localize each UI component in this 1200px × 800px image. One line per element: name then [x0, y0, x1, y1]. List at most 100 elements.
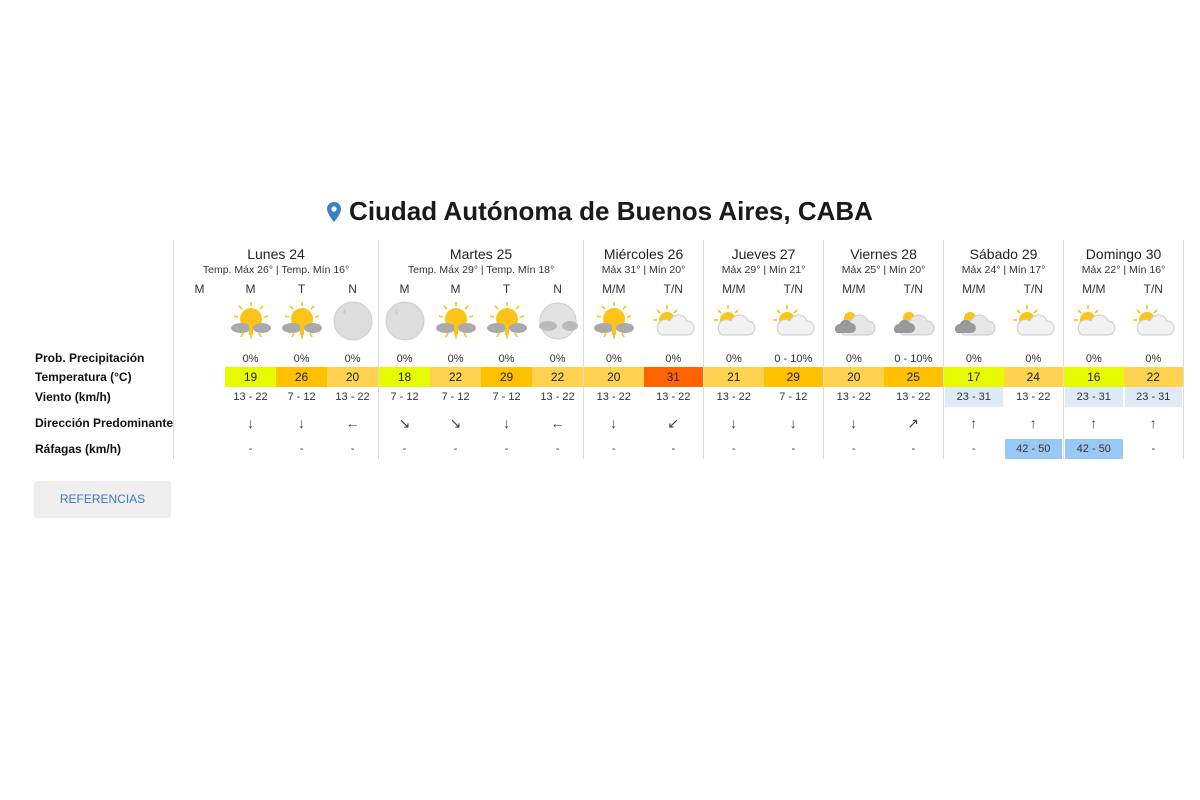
- gusts-cell: -: [327, 439, 379, 459]
- precip-value: 0%: [344, 353, 361, 365]
- wind-direction-arrow-icon: ↑: [1123, 407, 1185, 439]
- wind-cell: 13 - 22: [583, 387, 644, 407]
- sun-cloud-weather-icon: [481, 300, 532, 345]
- temp-value: 16: [1063, 367, 1124, 387]
- period-label: M/M: [943, 278, 1004, 300]
- wind-value: 13 - 22: [233, 391, 268, 403]
- temp-value: 31: [643, 367, 704, 387]
- period-label: T: [502, 282, 511, 296]
- wind-direction-arrow-icon: ↙: [667, 414, 680, 431]
- moon-weather-icon: ☾: [327, 300, 379, 345]
- period-label: M: [450, 282, 461, 296]
- location-title: Ciudad Autónoma de Buenos Aires, CABA: [349, 196, 873, 226]
- period-label: T: [297, 282, 306, 296]
- partly-sunny-weather-icon: [1123, 300, 1185, 345]
- precip-value: 0%: [1025, 353, 1042, 365]
- precip-value: 0%: [703, 345, 764, 367]
- gusts-cell: -: [764, 439, 824, 459]
- map-pin-icon: [327, 202, 342, 222]
- temp-value: 20: [327, 367, 379, 387]
- period-label: M: [245, 282, 256, 296]
- period-label: M/M: [823, 278, 884, 300]
- gusts-value: 42 - 50: [1065, 439, 1123, 459]
- gusts-value: -: [1151, 443, 1156, 455]
- wind-direction-arrow-icon: ↘: [449, 414, 462, 431]
- wind-direction-arrow-icon: ↓: [298, 415, 306, 431]
- gusts-cell: -: [378, 439, 431, 459]
- wind-value: 13 - 22: [656, 391, 691, 403]
- wind-value: 13 - 22: [540, 391, 575, 403]
- period-label: T/N: [783, 282, 803, 296]
- wind-value: 13 - 22: [836, 391, 871, 403]
- wind-direction-arrow-icon: ↓: [583, 407, 644, 439]
- day-name: Jueves 27: [703, 240, 824, 262]
- temp-value: 20: [583, 367, 644, 387]
- moon-weather-icon: ☾: [378, 300, 431, 345]
- temp-value: 22: [1123, 367, 1185, 387]
- wind-direction-arrow-icon: ↓: [503, 415, 511, 431]
- precip-value: [173, 345, 226, 367]
- gusts-value: -: [971, 443, 976, 455]
- wind-direction-arrow-icon: [173, 407, 226, 439]
- day-name: Viernes 28: [823, 240, 944, 262]
- period-label: T/N: [1123, 278, 1185, 300]
- day-name: Lunes 24: [173, 240, 379, 262]
- row-label-empty: [35, 278, 174, 300]
- day-summary: Temp. Máx 26° | Temp. Mín 16°: [173, 262, 379, 278]
- temp-value: 21: [703, 367, 764, 387]
- gusts-cell: 42 - 50: [1063, 439, 1124, 459]
- gusts-value: [175, 439, 224, 459]
- period-label: T/N: [903, 282, 923, 296]
- gusts-value: -: [911, 443, 916, 455]
- wind-cell: 13 - 22: [225, 387, 276, 407]
- gusts-cell: -: [823, 439, 884, 459]
- gusts-cell: -: [481, 439, 532, 459]
- gusts-value: -: [851, 443, 856, 455]
- wind-value: 23 - 31: [945, 387, 1003, 407]
- temp-value: 22: [430, 367, 482, 387]
- row-label-precip: Prob. Precipitación: [35, 351, 145, 365]
- row-label-empty: [35, 240, 174, 262]
- wind-value: 13 - 22: [1016, 391, 1051, 403]
- row-label-dir: Dirección Predominante: [35, 416, 174, 430]
- moon-cloud-weather-icon: [532, 300, 584, 345]
- day-summary: Máx 29° | Mín 21°: [703, 262, 824, 278]
- precip-value: 0 - 10%: [894, 353, 933, 365]
- period-label: M/M: [703, 278, 764, 300]
- wind-value: 7 - 12: [492, 391, 521, 403]
- wind-value: 7 - 12: [390, 391, 419, 403]
- cloudy-weather-icon: [943, 300, 1004, 345]
- gusts-cell: -: [225, 439, 276, 459]
- wind-cell: 13 - 22: [327, 387, 379, 407]
- day-name: Martes 25: [378, 240, 584, 262]
- gusts-value: 42 - 50: [1004, 439, 1063, 459]
- wind-direction-arrow-icon: ↑: [1063, 407, 1124, 439]
- gusts-value: -: [248, 443, 253, 455]
- gusts-value: -: [611, 443, 616, 455]
- row-label-temp: Temperatura (°C): [35, 370, 132, 384]
- gusts-value: -: [402, 443, 407, 455]
- wind-cell: 13 - 22: [1004, 387, 1064, 407]
- wind-cell: 7 - 12: [430, 387, 481, 407]
- none-weather-icon: [173, 300, 226, 345]
- partly-sunny-weather-icon: [1063, 300, 1124, 345]
- precip-value: 0%: [378, 345, 431, 367]
- gusts-cell: -: [583, 439, 644, 459]
- wind-cell: 13 - 22: [532, 387, 584, 407]
- temp-value: 17: [943, 367, 1004, 387]
- temp-value: 19: [225, 367, 277, 387]
- gusts-value: -: [671, 443, 676, 455]
- temp-value: 29: [763, 367, 824, 387]
- sun-cloud-weather-icon: [430, 300, 481, 345]
- wind-value: 7 - 12: [287, 391, 316, 403]
- wind-direction-arrow-icon: ↑: [943, 407, 1004, 439]
- row-label-gusts: Ráfagas (km/h): [35, 442, 122, 456]
- precip-value: 0%: [1123, 345, 1185, 367]
- precip-value: 0%: [293, 353, 310, 365]
- wind-value: 23 - 31: [1065, 387, 1123, 407]
- cloudy-weather-icon: [823, 300, 884, 345]
- wind-value: 7 - 12: [441, 391, 470, 403]
- wind-cell: 13 - 22: [703, 387, 764, 407]
- references-button[interactable]: REFERENCIAS: [34, 481, 171, 518]
- svg-text:☾: ☾: [395, 309, 400, 316]
